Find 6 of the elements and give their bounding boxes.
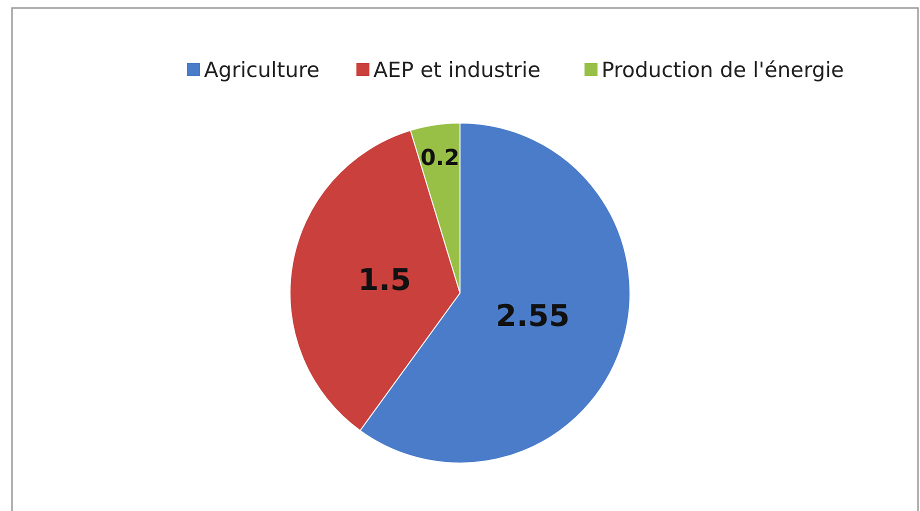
legend-label: Agriculture [204, 58, 320, 82]
legend-label: Production de l'énergie [602, 58, 844, 82]
data-label: 0.2 [420, 146, 460, 171]
legend-label: AEP et industrie [373, 58, 541, 82]
data-label: 2.55 [496, 299, 570, 334]
data-label: 1.5 [358, 262, 412, 298]
